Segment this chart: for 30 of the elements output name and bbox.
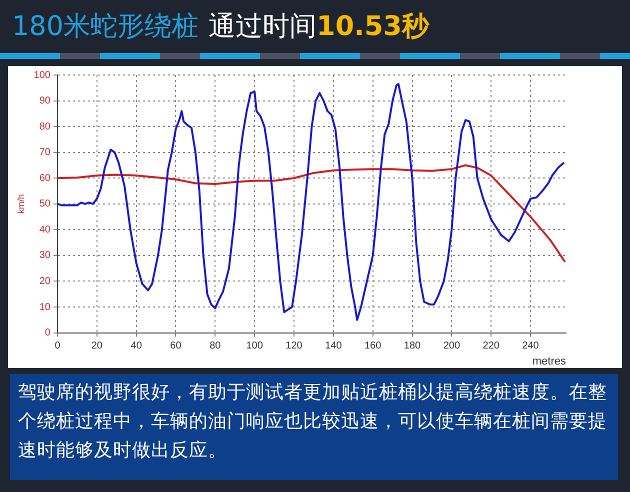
x-axis-title: metres — [532, 355, 566, 368]
chart-title: 180米蛇形绕桩 — [12, 11, 199, 42]
x-tick-label: 80 — [210, 340, 222, 352]
y-tick-label: 40 — [39, 224, 51, 236]
chart-subtitle: 通过时间 — [208, 11, 317, 42]
y-tick-label: 30 — [39, 250, 51, 262]
text: 10.53秒 — [316, 11, 429, 42]
x-tick-label: 200 — [443, 340, 460, 352]
x-tick-label: 160 — [364, 340, 382, 352]
y-tick-label: 60 — [39, 172, 51, 184]
x-tick-label: 180 — [404, 340, 422, 352]
x-tick-label: 140 — [325, 340, 342, 352]
text: 驾驶席的视野很好，有助于测试者更加贴近桩桶以提高绕桩速度。在整个绕桩过程中，车辆的油门响应也比较迅速，可以使车辆在桩间需要提速时能够及时做出反应。 — [10, 374, 618, 480]
y-tick-label: 50 — [39, 198, 51, 210]
x-tick-label: 60 — [170, 340, 182, 352]
y-axis-title: km/h — [16, 194, 26, 214]
y-tick-label: 20 — [39, 276, 51, 287]
x-tick-label: 0 — [54, 340, 61, 352]
x-tick-label: 240 — [522, 340, 540, 352]
x-tick-label: 40 — [130, 340, 142, 352]
x-tick-label: 20 — [91, 340, 103, 352]
y-tick-label: 100 — [34, 70, 51, 81]
x-tick-label: 100 — [246, 340, 264, 352]
y-tick-label: 90 — [39, 96, 51, 107]
y-tick-label: 10 — [39, 302, 51, 313]
x-tick-label: 120 — [286, 340, 303, 352]
y-tick-label: 0 — [44, 328, 51, 339]
x-tick-label: 220 — [482, 340, 500, 352]
y-tick-label: 80 — [39, 121, 51, 132]
y-tick-label: 70 — [39, 147, 51, 158]
